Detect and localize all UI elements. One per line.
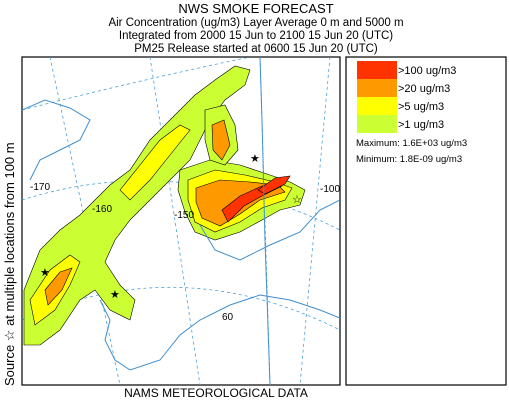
subtitle: Integrated from 2000 15 Jun to 2100 15 J… <box>119 30 393 42</box>
map-label: -170 <box>30 182 50 193</box>
legend-swatch <box>357 115 397 133</box>
legend-label: >5 ug/m3 <box>398 101 444 113</box>
source-markers: ★ ☆ ★ ★ <box>40 153 302 301</box>
legend-swatch <box>357 97 397 115</box>
side-label: Source ☆ at multiple locations from 100 … <box>2 142 17 386</box>
minimum-label: Minimum: 1.8E-09 ug/m3 <box>356 154 462 165</box>
source-marker: ★ <box>40 267 50 279</box>
legend-label: >1 ug/m3 <box>398 119 444 131</box>
map-label: 60 <box>222 312 234 323</box>
source-marker: ★ <box>250 153 260 165</box>
map-label: -100 <box>320 184 340 195</box>
coastline <box>22 57 340 385</box>
smoke-plume <box>23 65 306 346</box>
source-marker: ☆ <box>292 194 302 206</box>
map-label: -150 <box>174 210 194 221</box>
subtitle: Air Concentration (ug/m3) Layer Average … <box>108 17 403 29</box>
subtitle: PM25 Release started at 0600 15 Jun 20 (… <box>134 43 378 55</box>
legend-label: >20 ug/m3 <box>398 83 450 95</box>
legend-label: >100 ug/m3 <box>398 65 456 77</box>
graticule-labels: -170 -160 -150 -100 60 <box>30 182 340 323</box>
maximum-label: Maximum: 1.6E+03 ug/m3 <box>356 138 467 149</box>
legend-swatch <box>357 79 397 97</box>
title: NWS SMOKE FORECAST <box>178 1 333 16</box>
legend-items: >100 ug/m3 >20 ug/m3 >5 ug/m3 >1 ug/m3 <box>357 61 456 133</box>
map-frame <box>21 56 341 386</box>
map-label: -160 <box>92 204 112 215</box>
legend-swatch <box>357 61 397 79</box>
map-panel: -170 -160 -150 -100 60 ★ ☆ ★ ★ <box>21 56 341 386</box>
legend-panel: >100 ug/m3 >20 ug/m3 >5 ug/m3 >1 ug/m3 Maxi… <box>345 56 507 386</box>
footer: NAMS METEOROLOGICAL DATA <box>124 386 308 400</box>
source-marker: ★ <box>110 289 120 301</box>
